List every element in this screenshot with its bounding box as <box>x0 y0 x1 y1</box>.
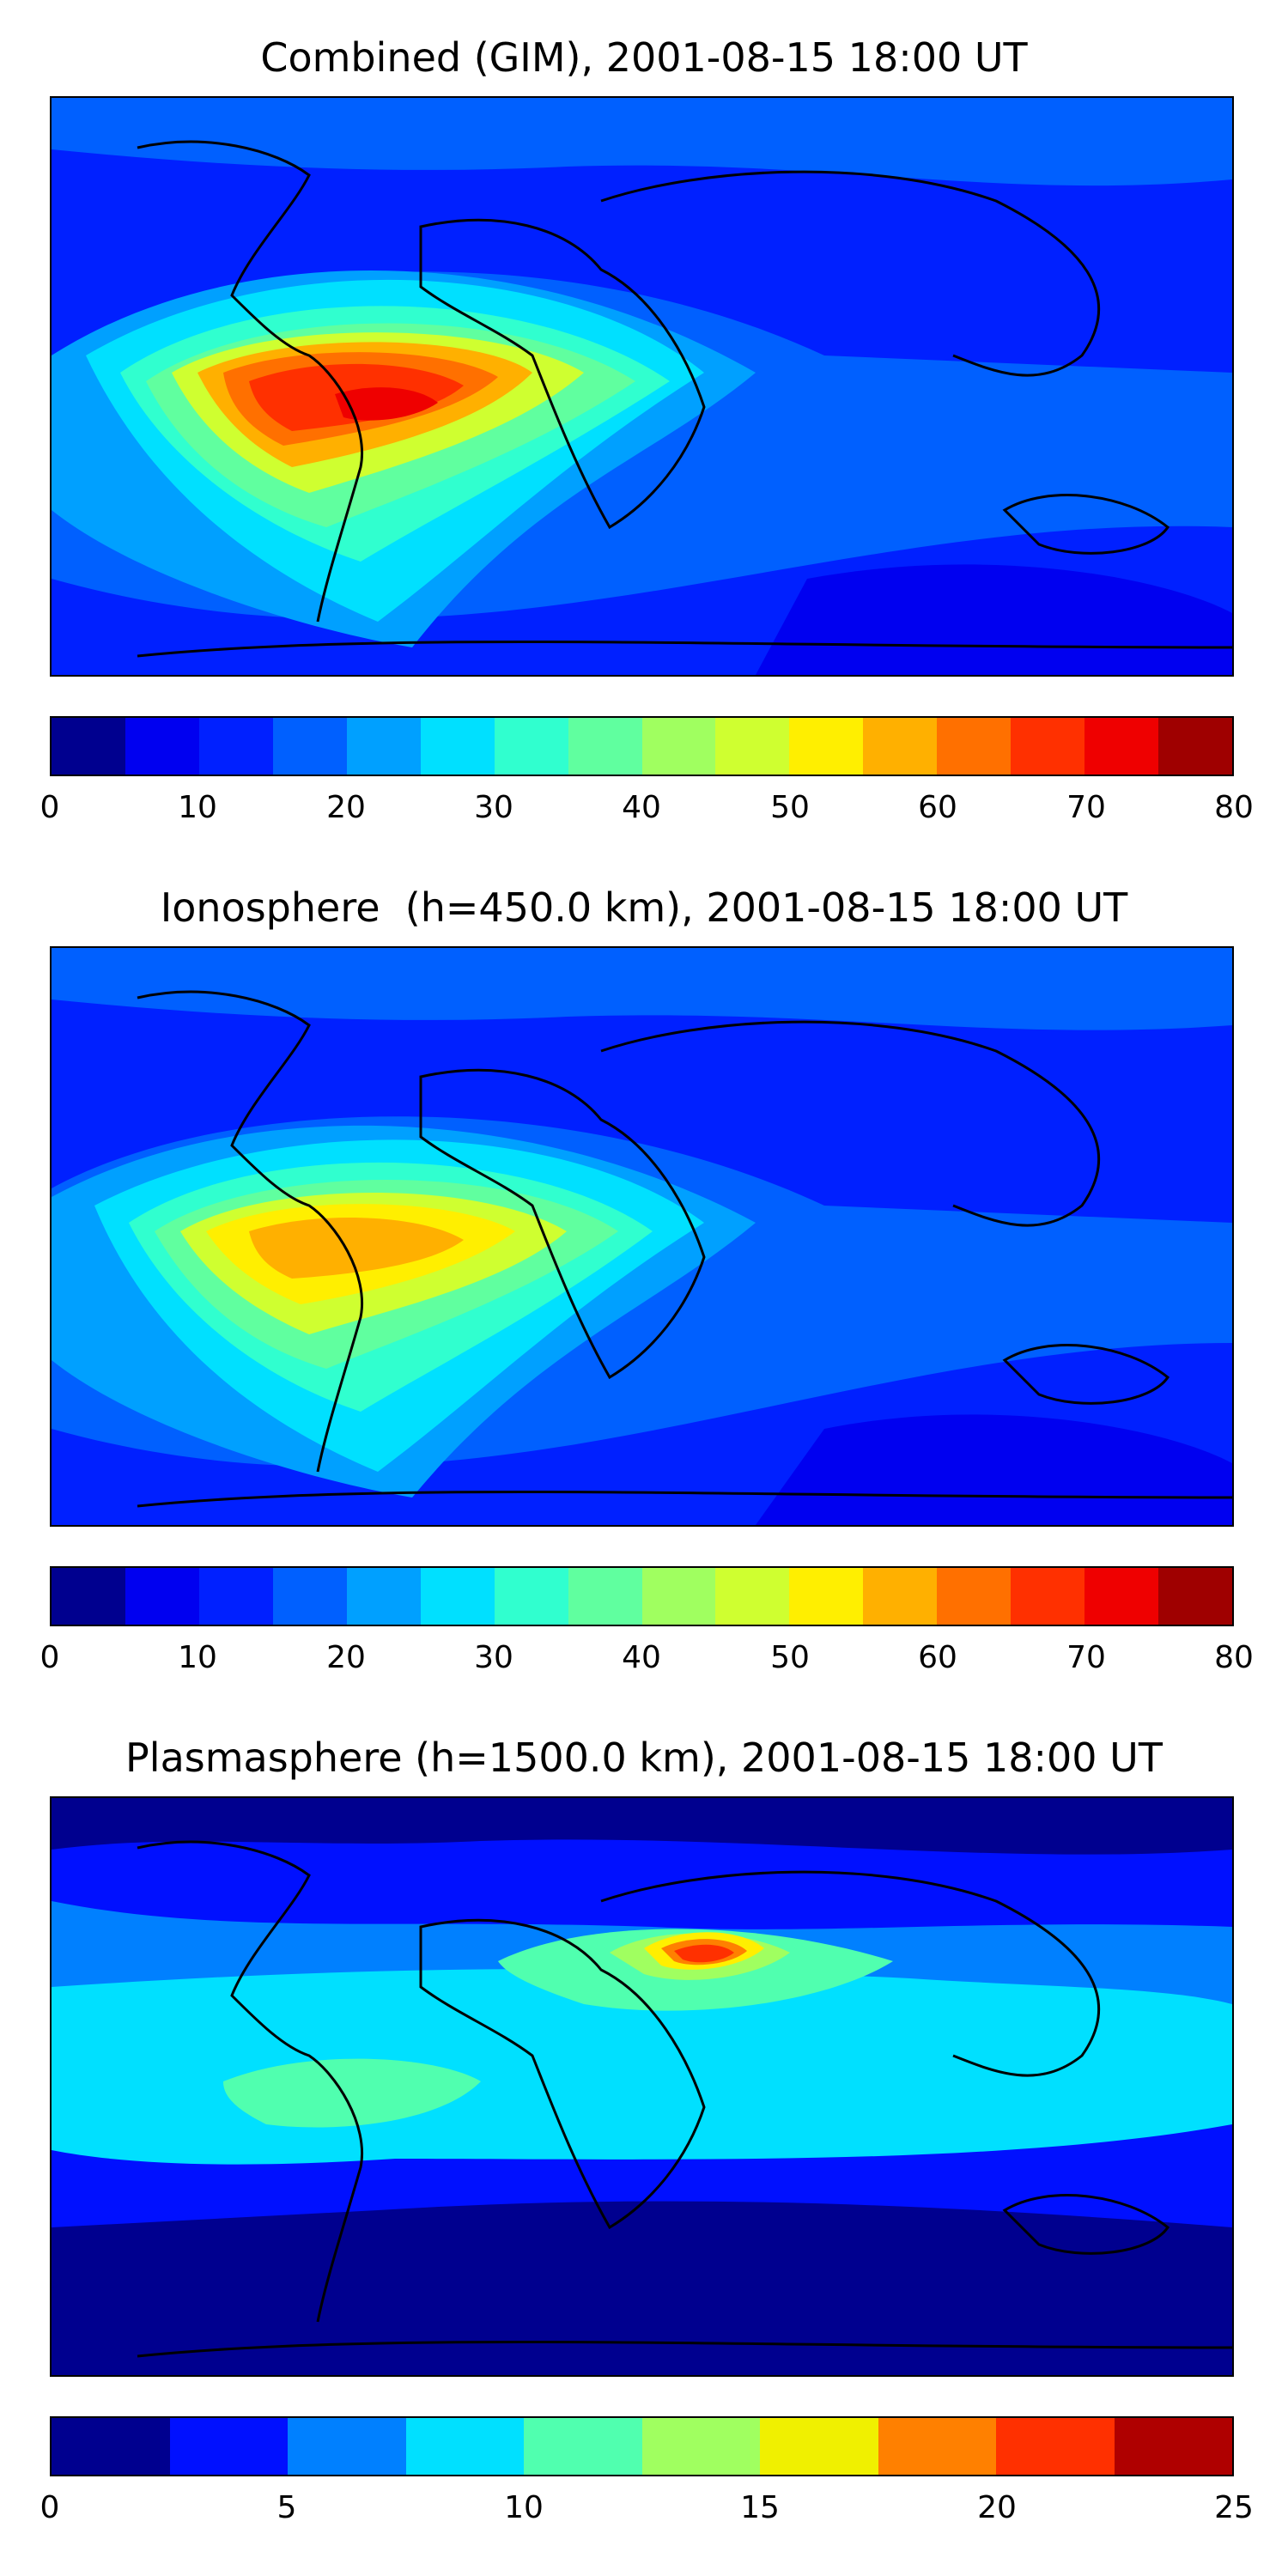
plasmasphere-map <box>50 1796 1234 2377</box>
panel-3-title: Plasmasphere (h=1500.0 km), 2001-08-15 1… <box>125 1735 1163 1781</box>
tick-label: 0 <box>39 2490 60 2525</box>
tick-label: 50 <box>770 1640 810 1675</box>
tick-label: 10 <box>178 1640 217 1675</box>
tick-label: 5 <box>276 2490 297 2525</box>
plasmasphere-colorbar <box>50 2416 1234 2476</box>
tick-label: 80 <box>1214 790 1254 825</box>
tick-label: 60 <box>918 790 957 825</box>
combined-gim-map <box>50 96 1234 677</box>
tick-label: 10 <box>178 790 217 825</box>
tick-label: 80 <box>1214 1640 1254 1675</box>
tick-label: 70 <box>1066 790 1106 825</box>
tick-label: 15 <box>740 2490 780 2525</box>
panel-1-title: Combined (GIM), 2001-08-15 18:00 UT <box>260 34 1028 81</box>
tick-label: 0 <box>39 790 60 825</box>
tick-label: 25 <box>1214 2490 1254 2525</box>
tick-label: 50 <box>770 790 810 825</box>
tick-label: 40 <box>622 1640 661 1675</box>
tick-label: 40 <box>622 790 661 825</box>
tick-label: 30 <box>474 1640 513 1675</box>
tick-label: 30 <box>474 790 513 825</box>
ionosphere-map <box>50 946 1234 1527</box>
tick-label: 20 <box>326 790 366 825</box>
combined-colorbar <box>50 716 1234 776</box>
tick-label: 0 <box>39 1640 60 1675</box>
panel-2-title: Ionosphere (h=450.0 km), 2001-08-15 18:0… <box>160 884 1128 931</box>
tick-label: 20 <box>326 1640 366 1675</box>
tick-label: 70 <box>1066 1640 1106 1675</box>
tick-label: 10 <box>504 2490 544 2525</box>
ionosphere-colorbar <box>50 1566 1234 1626</box>
tick-label: 60 <box>918 1640 957 1675</box>
tick-label: 20 <box>977 2490 1017 2525</box>
